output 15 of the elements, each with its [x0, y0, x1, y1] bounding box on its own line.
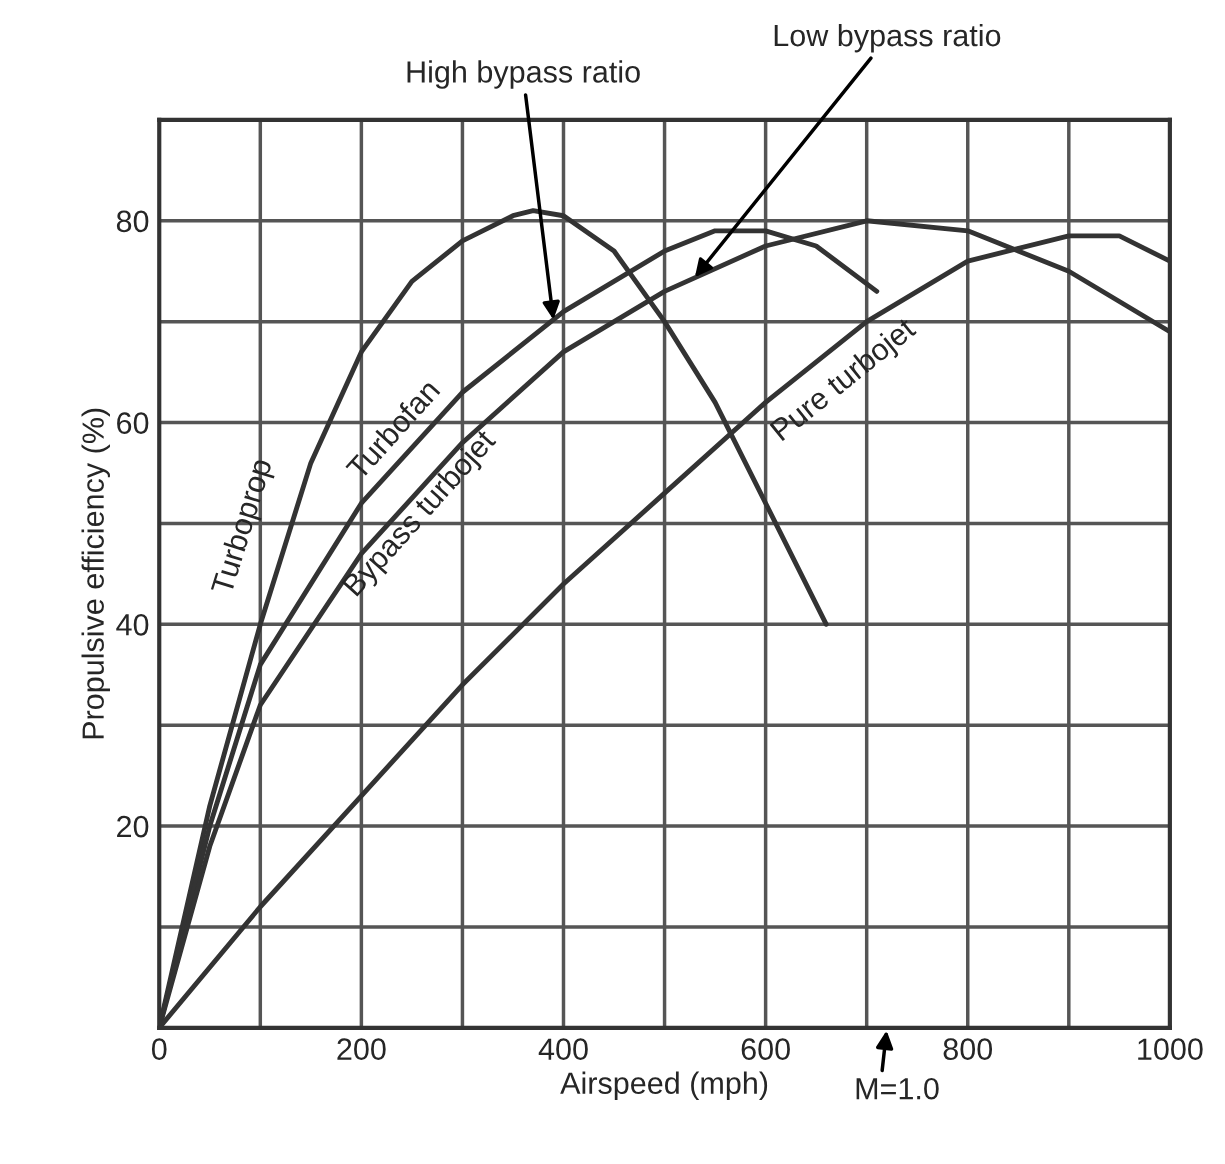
y-axis-title: Propulsive efficiency (%) [81, 408, 110, 739]
y-tick-label: 40 [116, 614, 149, 636]
x-tick-label: 400 [538, 1038, 588, 1060]
x-tick-label: 800 [943, 1038, 993, 1060]
x-tick-label: 1000 [1138, 1038, 1203, 1060]
x-tick-label: 0 [151, 1038, 167, 1060]
y-tick-label: 20 [117, 815, 149, 838]
x-axis-title: Airspeed (mph) [560, 1071, 768, 1101]
text: M=1.0 [856, 1077, 939, 1100]
annotation: Low bypass ratio [774, 23, 1001, 53]
y-tick-label: 80 [116, 210, 149, 233]
x-tick-label: 200 [337, 1038, 386, 1060]
y-tick-label: 60 [117, 412, 149, 434]
annotation: High bypass ratio [407, 60, 640, 89]
x-tick-label: 600 [741, 1038, 790, 1060]
